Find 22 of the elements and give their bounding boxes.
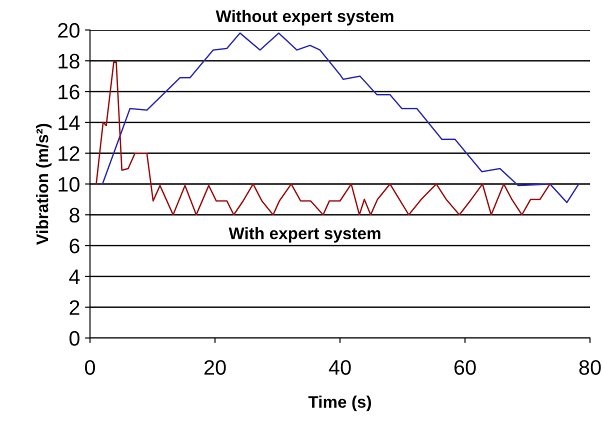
y-tick-label: 2 — [70, 300, 80, 315]
y-tick-label: 16 — [58, 84, 80, 100]
x-tick-label: 40 — [328, 360, 351, 375]
line-series — [96, 62, 551, 216]
y-tick-label: 14 — [58, 116, 80, 130]
y-tick-label: 12 — [58, 146, 80, 161]
x-tick-label: 20 — [204, 360, 226, 375]
x-tick-label: 60 — [454, 360, 476, 375]
y-tick-label: 4 — [69, 270, 80, 284]
y-tick-label: 0 — [70, 331, 80, 346]
y-tick-label: 8 — [70, 208, 80, 223]
y-tick-label: 20 — [58, 23, 80, 38]
x-tick-label: 80 — [579, 360, 601, 375]
x-axis-title: Time (s) — [308, 396, 371, 412]
y-axis-title: Vibration (m/s²) — [36, 124, 52, 245]
x-tick-label: 0 — [85, 360, 95, 375]
text: Without expert system — [216, 10, 394, 26]
y-tick-label: 10 — [58, 177, 80, 192]
annotation: With expert system — [228, 227, 380, 243]
y-tick-label: 6 — [70, 238, 80, 254]
y-tick-label: 18 — [58, 54, 80, 69]
line-series — [102, 32, 580, 204]
